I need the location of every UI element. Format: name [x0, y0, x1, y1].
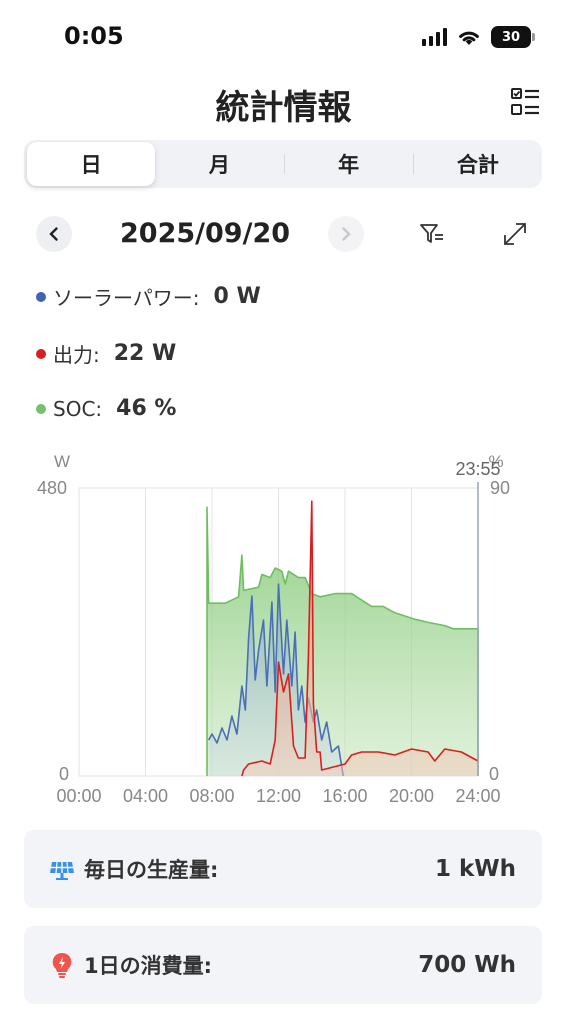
wifi-icon: [459, 31, 479, 45]
solar-power-label: ソーラーパワー:: [53, 286, 200, 310]
tab-month[interactable]: 月: [155, 142, 283, 186]
soc-value: 46 %: [116, 396, 177, 421]
next-day-button[interactable]: [328, 216, 364, 252]
chevron-right-icon: [342, 227, 351, 241]
previous-day-button[interactable]: [36, 216, 72, 252]
soc-label: SOC:: [53, 396, 103, 421]
tab-divider: [283, 154, 285, 174]
left-axis-max: 480: [37, 478, 67, 498]
tab-month-label: 月: [208, 153, 230, 177]
daily-production-value: 1 kWh: [434, 856, 516, 882]
solar-power-readout: ソーラーパワー: 0 W: [36, 282, 261, 311]
cellular-signal-icon: [422, 28, 447, 46]
x-tick-label: 12:00: [256, 786, 301, 806]
x-tick-label: 08:00: [189, 786, 234, 806]
output-legend-dot: [36, 348, 46, 359]
tab-year-label: 年: [338, 153, 360, 177]
status-icons: 30: [422, 26, 535, 48]
x-tick-label: 20:00: [389, 786, 434, 806]
x-tick-label: 16:00: [322, 786, 367, 806]
x-tick-label: 00:00: [56, 786, 101, 806]
solar-power-series-line: [207, 583, 345, 777]
tab-divider: [412, 154, 414, 174]
cursor-time-label: 23:55: [455, 459, 500, 479]
status-bar: 0:05 30: [0, 0, 567, 70]
lightbulb-icon: [52, 952, 72, 978]
period-tabs: 日 月 年 合計: [24, 140, 542, 188]
daily-production-label: 毎日の生産量:: [84, 858, 219, 882]
date-navigator: 2025/09/20: [36, 214, 531, 258]
solar-power-value: 0 W: [213, 284, 261, 309]
soc-series-line: [206, 506, 479, 776]
right-axis-min: 0: [489, 764, 499, 784]
page-title: 統計情報: [215, 88, 352, 128]
soc-readout: SOC: 46 %: [36, 396, 176, 421]
chevron-left-icon: [49, 227, 58, 241]
output-value: 22 W: [113, 341, 177, 366]
battery-icon: 30: [491, 26, 535, 48]
daily-production-card: 毎日の生産量: 1 kWh: [24, 830, 542, 908]
status-time: 0:05: [64, 22, 124, 50]
right-axis-unit: %: [488, 452, 503, 471]
expand-icon[interactable]: [501, 220, 529, 248]
daily-consumption-value: 700 Wh: [418, 952, 516, 978]
output-label: 出力:: [53, 343, 100, 367]
left-axis-min: 0: [59, 764, 69, 784]
solar-legend-dot: [36, 291, 46, 302]
power-chart[interactable]: W 480 0 % 90 0 23:55 00:00 04:00 08:00 12:0…: [0, 440, 567, 820]
solar-panel-icon: [50, 861, 74, 880]
tab-day-label: 日: [80, 153, 102, 177]
output-readout: 出力: 22 W: [36, 339, 176, 368]
x-tick-label: 24:00: [455, 786, 500, 806]
tab-total-label: 合計: [456, 153, 499, 177]
x-tick-label: 04:00: [123, 786, 168, 806]
checklist-menu-icon[interactable]: [509, 86, 541, 118]
tab-day[interactable]: 日: [27, 142, 156, 186]
output-series-line: [241, 500, 479, 777]
daily-consumption-label: 1日の消費量:: [84, 954, 213, 978]
soc-legend-dot: [36, 403, 46, 414]
left-axis-unit: W: [54, 452, 70, 471]
right-axis-max: 90: [490, 478, 510, 498]
date-label: 2025/09/20: [120, 218, 291, 249]
daily-consumption-card: 1日の消費量: 700 Wh: [24, 926, 542, 1004]
tab-year[interactable]: 年: [285, 142, 413, 186]
tab-total[interactable]: 合計: [414, 142, 542, 186]
filter-icon[interactable]: [418, 220, 446, 248]
